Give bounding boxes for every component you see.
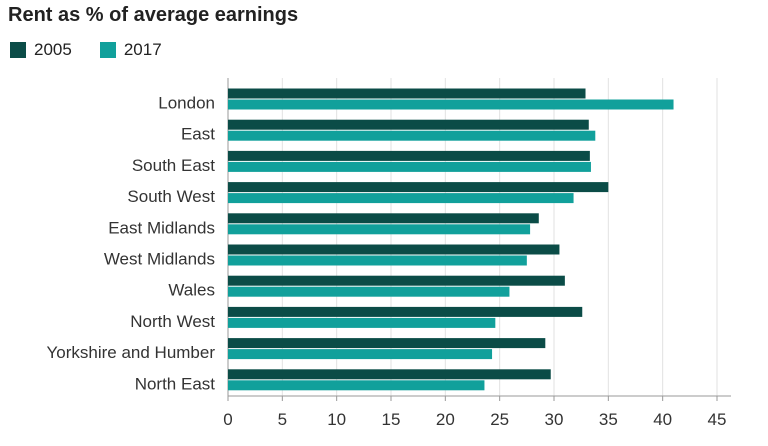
category-label-west-midlands: West Midlands <box>104 250 215 269</box>
bar-west-midlands-2005 <box>228 244 560 255</box>
category-label-east-midlands: East Midlands <box>108 218 215 237</box>
legend-item-2005: 2005 <box>10 40 72 60</box>
bar-north-east-2005 <box>228 369 551 380</box>
legend: 2005 2017 <box>10 40 190 60</box>
x-tick-label-5: 5 <box>278 410 287 429</box>
x-tick-label-35: 35 <box>599 410 618 429</box>
category-label-east: East <box>181 125 215 144</box>
x-tick-label-25: 25 <box>490 410 509 429</box>
x-tick-label-15: 15 <box>382 410 401 429</box>
x-tick-label-20: 20 <box>436 410 455 429</box>
category-label-london: London <box>158 94 215 113</box>
bar-yorkshire-and-humber-2017 <box>228 349 493 360</box>
category-label-north-east: North East <box>135 374 216 393</box>
bar-north-east-2017 <box>228 380 485 391</box>
legend-swatch-2017 <box>99 42 116 58</box>
x-tick-label-45: 45 <box>708 410 727 429</box>
bar-east-2005 <box>228 119 589 130</box>
bar-wales-2017 <box>228 286 510 297</box>
bar-east-midlands-2005 <box>228 213 539 224</box>
bar-east-2017 <box>228 130 596 141</box>
bar-london-2005 <box>228 88 586 99</box>
category-label-north-west: North West <box>130 312 215 331</box>
bar-south-east-2005 <box>228 150 590 161</box>
category-label-wales: Wales <box>168 281 215 300</box>
bar-wales-2005 <box>228 275 565 286</box>
bar-london-2017 <box>228 99 674 110</box>
legend-swatch-2005 <box>10 42 26 58</box>
bar-south-west-2017 <box>228 193 574 204</box>
legend-item-2017: 2017 <box>99 40 162 60</box>
x-tick-label-40: 40 <box>653 410 672 429</box>
chart-title: Rent as % of average earnings <box>8 4 299 26</box>
bar-north-west-2017 <box>228 317 496 328</box>
x-tick-label-0: 0 <box>223 410 232 429</box>
bar-east-midlands-2017 <box>228 224 531 235</box>
legend-label-2017: 2017 <box>123 40 162 59</box>
category-label-yorkshire-and-humber: Yorkshire and Humber <box>46 343 215 362</box>
x-tick-label-10: 10 <box>327 410 346 429</box>
bar-north-west-2005 <box>228 306 583 317</box>
bar-south-east-2017 <box>228 161 591 172</box>
bar-yorkshire-and-humber-2005 <box>228 338 546 349</box>
category-label-south-east: South East <box>132 156 215 175</box>
category-label-south-west: South West <box>127 187 215 206</box>
x-tick-label-30: 30 <box>545 410 564 429</box>
bar-south-west-2005 <box>228 182 609 193</box>
legend-label-2005: 2005 <box>34 40 72 59</box>
bar-west-midlands-2017 <box>228 255 527 266</box>
